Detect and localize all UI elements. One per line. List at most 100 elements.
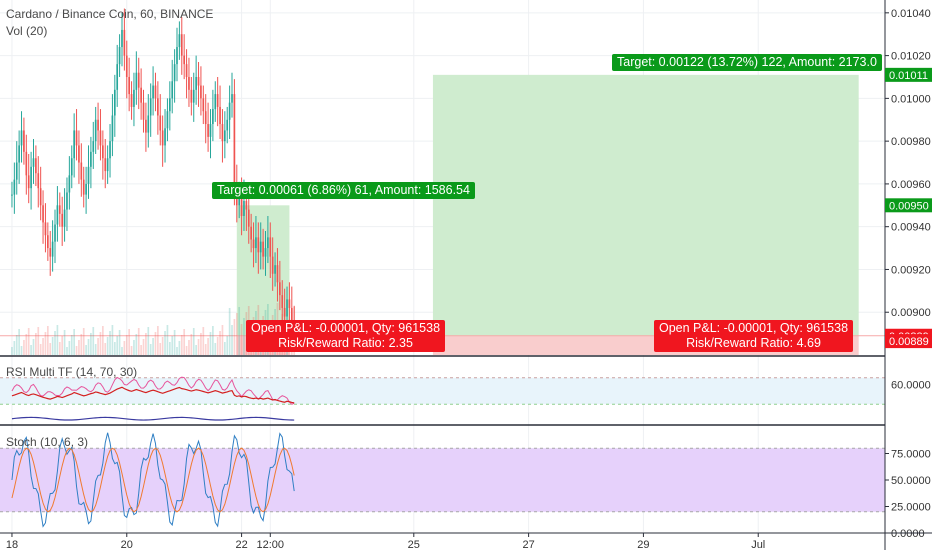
volume-bar-96: [240, 324, 243, 355]
candle-body-51: [133, 89, 135, 107]
volume-bar-92: [231, 325, 233, 355]
candle-body-104: [259, 241, 262, 253]
candle-body-116: [288, 299, 291, 308]
candle-body-62: [159, 115, 162, 131]
candle-body-19: [56, 205, 59, 225]
price-tick-label-7: 0.00900: [891, 307, 931, 319]
candle-body-18: [54, 224, 56, 242]
volume-bar-80: [202, 327, 205, 355]
candle-body-115: [286, 299, 288, 317]
volume-bar-6: [25, 334, 28, 355]
candle-body-55: [142, 102, 145, 120]
time-tick-label-1: 20: [121, 539, 133, 550]
volume-bar-21: [61, 336, 64, 355]
candle-body-43: [113, 89, 116, 116]
candle-body-60: [154, 85, 157, 99]
volume-bar-10: [35, 333, 37, 355]
candle-body-86: [216, 94, 219, 107]
open-pnl-label-1: Open P&L: -0.00001, Qty: 961538 Risk/Rew…: [246, 320, 446, 352]
price-tag-bg-0: [885, 67, 932, 82]
candle-body-11: [37, 173, 40, 189]
volume-bar-13: [42, 338, 44, 355]
candle-body-29: [80, 162, 83, 180]
volume-bar-70: [178, 341, 181, 355]
candle-body-95: [238, 194, 241, 206]
volume-bar-87: [219, 331, 221, 355]
candle-body-48: [125, 55, 128, 77]
volume-bar-63: [161, 337, 164, 355]
candle-body-97: [243, 201, 245, 216]
volume-bar-51: [133, 340, 135, 355]
time-tick-label-5: 27: [522, 539, 534, 550]
candle-body-114: [283, 307, 286, 317]
price-tag-bg-1: [885, 198, 932, 213]
volume-bar-90: [226, 336, 229, 355]
candle-body-13: [42, 205, 44, 223]
candle-body-24: [68, 175, 71, 193]
volume-bar-85: [214, 343, 217, 355]
candle-body-93: [233, 94, 236, 184]
candle-body-42: [111, 115, 114, 142]
candle-body-32: [87, 166, 90, 184]
stoch-k-line: [11, 432, 295, 528]
candle-body-4: [20, 130, 23, 146]
candle-body-45: [118, 47, 121, 65]
candle-body-107: [267, 237, 269, 249]
volume-bar-95: [238, 307, 241, 355]
candle-body-77: [195, 76, 197, 90]
price-axis-bg: [885, 0, 932, 550]
volume-bar-48: [125, 335, 128, 355]
volume-bar-39: [104, 343, 107, 355]
time-tick-label-2: 22: [235, 539, 247, 550]
volume-bar-30: [82, 328, 85, 355]
candle-body-70: [178, 34, 181, 48]
price-tick-label-3: 0.00980: [891, 136, 931, 148]
candle-body-54: [140, 87, 142, 103]
volume-bar-16: [49, 343, 52, 355]
candle-body-36: [97, 119, 99, 131]
position-zones: [0, 74, 885, 355]
volume-bar-17: [51, 337, 54, 355]
volume-bar-0: [11, 347, 13, 355]
price-tick-label-4: 0.00960: [891, 179, 931, 191]
volume-bar-91: [228, 308, 231, 355]
candle-body-100: [250, 226, 252, 240]
volume-bar-69: [176, 347, 178, 355]
rsi-fast-line: [11, 376, 295, 405]
candle-body-108: [269, 237, 272, 257]
candle-body-92: [231, 94, 233, 103]
price-tick-label-1: 0.01020: [891, 51, 931, 63]
chart-title: Cardano / Binance Coin, 60, BINANCE: [6, 7, 214, 21]
candle-body-67: [171, 81, 174, 99]
volume-bar-32: [87, 339, 90, 355]
candle-body-79: [200, 85, 202, 99]
candle-body-76: [192, 89, 195, 103]
volume-bar-35: [94, 344, 97, 355]
price-tick-label-0: 0.01040: [891, 8, 931, 20]
open-pnl-text-1: Open P&L: -0.00001, Qty: 961538: [251, 321, 441, 335]
candle-body-2: [15, 162, 18, 180]
candle-body-59: [152, 85, 154, 99]
candle-body-38: [102, 145, 104, 159]
candle-body-25: [70, 158, 73, 176]
volume-bar-5: [23, 340, 25, 355]
candle-body-103: [257, 237, 260, 253]
candle-body-84: [212, 109, 214, 125]
volume-bar-43: [113, 342, 116, 355]
candle-body-10: [35, 158, 37, 174]
candle-body-15: [47, 235, 49, 249]
volume-bar-97: [243, 318, 245, 355]
candle-body-50: [130, 94, 133, 107]
candle-body-6: [25, 151, 28, 176]
candle-body-9: [32, 158, 35, 167]
volume-bar-25: [70, 335, 73, 355]
volume-bar-38: [102, 326, 104, 355]
volume-bar-46: [121, 347, 123, 355]
volume-bar-26: [73, 329, 75, 355]
candle-body-0: [11, 194, 13, 196]
price-tick-label-6: 0.00920: [891, 264, 931, 276]
candle-body-66: [168, 98, 171, 112]
time-tick-label-4: 25: [408, 539, 420, 550]
candle-body-89: [224, 130, 226, 142]
